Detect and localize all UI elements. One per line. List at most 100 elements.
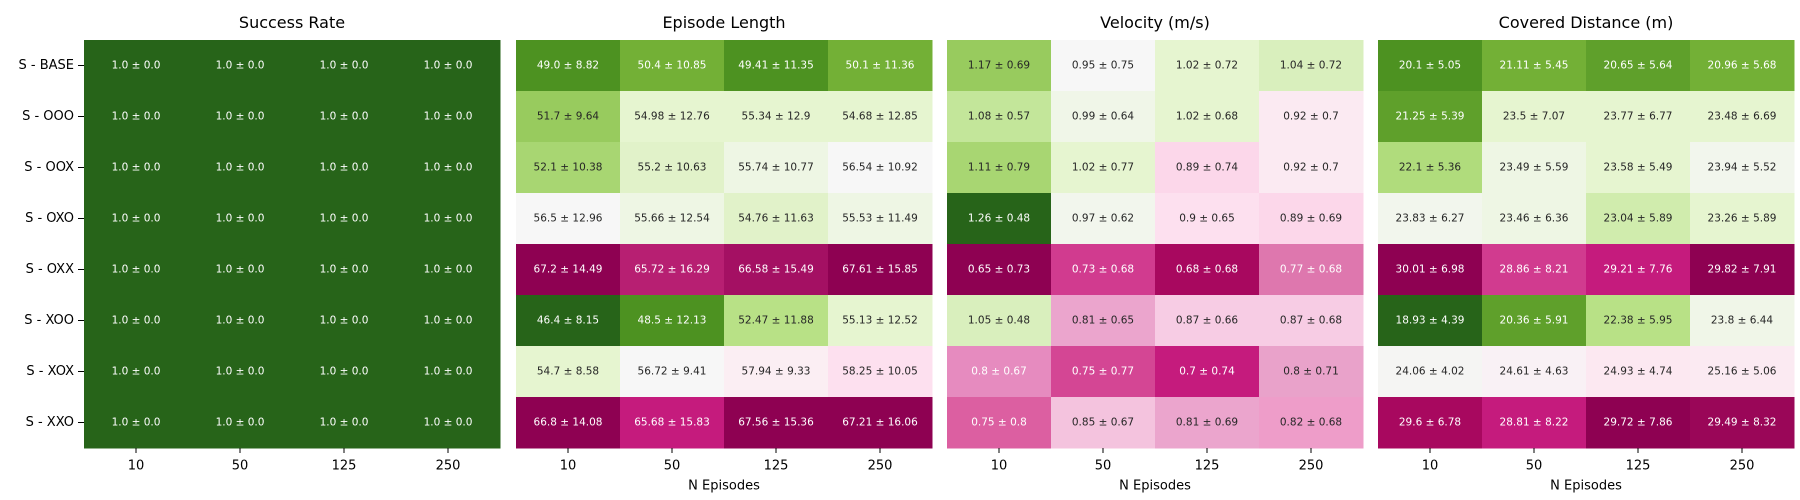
heatmap-cell xyxy=(947,397,1052,449)
heatmap-cell xyxy=(828,142,933,194)
cell-value-label: 1.17 ± 0.69 xyxy=(968,60,1030,72)
heatmap-cell xyxy=(396,40,501,92)
panel-title: Covered Distance (m) xyxy=(1499,13,1674,32)
x-tick-label: 250 xyxy=(1299,459,1324,474)
heatmap-cell xyxy=(947,142,1052,194)
x-tick-label: 125 xyxy=(1195,459,1220,474)
cell-value-label: 22.38 ± 5.95 xyxy=(1604,315,1673,327)
heatmap-cell xyxy=(1051,193,1156,245)
x-tick-label: 10 xyxy=(1422,459,1439,474)
cell-value-label: 1.0 ± 0.0 xyxy=(320,60,369,72)
heatmap-cell xyxy=(724,346,829,398)
cell-value-label: 20.36 ± 5.91 xyxy=(1500,315,1569,327)
heatmap-cell xyxy=(947,244,1052,296)
heatmap-panel: Covered Distance (m) 20.1 ± 5.05 21.11 ± 5… xyxy=(1378,13,1795,494)
cell-value-label: 52.47 ± 11.88 xyxy=(738,315,814,327)
heatmap-cell xyxy=(1259,397,1364,449)
x-tick-label: 50 xyxy=(232,459,249,474)
heatmap-cell xyxy=(188,40,293,92)
heatmap-cell xyxy=(396,295,501,347)
heatmap-cell xyxy=(620,295,725,347)
heatmap-cell xyxy=(1259,346,1364,398)
cell-value-label: 23.58 ± 5.49 xyxy=(1604,162,1673,174)
heatmap-cell xyxy=(1155,193,1260,245)
heatmap-cell xyxy=(1690,91,1795,143)
cell-value-label: 66.58 ± 15.49 xyxy=(738,264,814,276)
cell-value-label: 23.8 ± 6.44 xyxy=(1711,315,1774,327)
heatmap-cell xyxy=(947,40,1052,92)
heatmap-cell xyxy=(516,40,621,92)
heatmap-cell xyxy=(292,244,397,296)
x-tick-label: 50 xyxy=(1095,459,1112,474)
cell-value-label: 55.34 ± 12.9 xyxy=(742,111,811,123)
heatmap-cell xyxy=(84,244,189,296)
cell-value-label: 29.21 ± 7.76 xyxy=(1604,264,1673,276)
cell-value-label: 0.7 ± 0.74 xyxy=(1179,366,1235,378)
heatmap-cell xyxy=(1378,40,1483,92)
cell-value-label: 0.87 ± 0.66 xyxy=(1176,315,1239,327)
heatmap-cell xyxy=(1586,142,1691,194)
cell-value-label: 54.76 ± 11.63 xyxy=(738,213,814,225)
heatmap-cell xyxy=(828,295,933,347)
heatmap-cell xyxy=(828,397,933,449)
cell-value-label: 1.08 ± 0.57 xyxy=(968,111,1030,123)
heatmap-cell xyxy=(516,295,621,347)
heatmap-cell xyxy=(1586,346,1691,398)
heatmap-cell xyxy=(84,142,189,194)
cell-value-label: 0.87 ± 0.68 xyxy=(1280,315,1342,327)
cell-value-label: 18.93 ± 4.39 xyxy=(1396,315,1465,327)
heatmap-cell xyxy=(1482,346,1587,398)
cell-value-label: 1.0 ± 0.0 xyxy=(216,60,265,72)
heatmap-cell xyxy=(1378,244,1483,296)
cell-value-label: 1.26 ± 0.48 xyxy=(968,213,1030,225)
cell-value-label: 1.0 ± 0.0 xyxy=(320,366,369,378)
panel-title: Success Rate xyxy=(239,13,345,32)
heatmap-cell xyxy=(1586,40,1691,92)
cell-value-label: 1.0 ± 0.0 xyxy=(112,111,161,123)
cell-value-label: 49.0 ± 8.82 xyxy=(537,60,599,72)
cell-value-label: 20.96 ± 5.68 xyxy=(1708,60,1777,72)
cell-value-label: 0.68 ± 0.68 xyxy=(1176,264,1238,276)
x-tick-label: 50 xyxy=(664,459,681,474)
heatmap-cell xyxy=(1482,91,1587,143)
cell-value-label: 1.0 ± 0.0 xyxy=(216,417,265,429)
heatmap-cell xyxy=(516,91,621,143)
cell-value-label: 0.89 ± 0.69 xyxy=(1280,213,1342,225)
heatmap-cell xyxy=(724,244,829,296)
cell-value-label: 55.2 ± 10.63 xyxy=(638,162,707,174)
cell-value-label: 29.49 ± 8.32 xyxy=(1708,417,1777,429)
cell-value-label: 67.21 ± 16.06 xyxy=(842,417,918,429)
heatmap-cell xyxy=(1482,40,1587,92)
heatmap-cell xyxy=(1051,40,1156,92)
heatmap-cell xyxy=(188,346,293,398)
x-axis-label: N Episodes xyxy=(1119,479,1191,494)
cell-value-label: 0.65 ± 0.73 xyxy=(968,264,1030,276)
heatmap-cell xyxy=(516,397,621,449)
cell-value-label: 65.68 ± 15.83 xyxy=(634,417,710,429)
heatmap-cell xyxy=(188,142,293,194)
heatmap-cell xyxy=(84,346,189,398)
cell-value-label: 1.0 ± 0.0 xyxy=(216,264,265,276)
cell-value-label: 1.0 ± 0.0 xyxy=(112,60,161,72)
heatmap-cell xyxy=(947,346,1052,398)
cell-value-label: 23.48 ± 6.69 xyxy=(1708,111,1777,123)
cell-value-label: 24.06 ± 4.02 xyxy=(1396,366,1465,378)
cell-value-label: 0.95 ± 0.75 xyxy=(1072,60,1134,72)
cell-value-label: 0.82 ± 0.68 xyxy=(1280,417,1342,429)
row-label: S - XOX xyxy=(26,364,74,379)
heatmap-cell xyxy=(1690,295,1795,347)
x-tick-label: 250 xyxy=(868,459,893,474)
cell-value-label: 24.93 ± 4.74 xyxy=(1604,366,1673,378)
x-tick-label: 10 xyxy=(560,459,577,474)
heatmap-cell xyxy=(396,397,501,449)
heatmap-cell xyxy=(1586,193,1691,245)
x-tick-label: 125 xyxy=(764,459,789,474)
cell-value-label: 21.11 ± 5.45 xyxy=(1500,60,1569,72)
heatmap-cell xyxy=(1155,142,1260,194)
heatmap-cell xyxy=(1051,91,1156,143)
heatmap-cell xyxy=(724,142,829,194)
cell-value-label: 54.7 ± 8.58 xyxy=(537,366,599,378)
heatmap-cell xyxy=(188,91,293,143)
heatmap-cell xyxy=(1378,91,1483,143)
cell-value-label: 0.89 ± 0.74 xyxy=(1176,162,1239,174)
